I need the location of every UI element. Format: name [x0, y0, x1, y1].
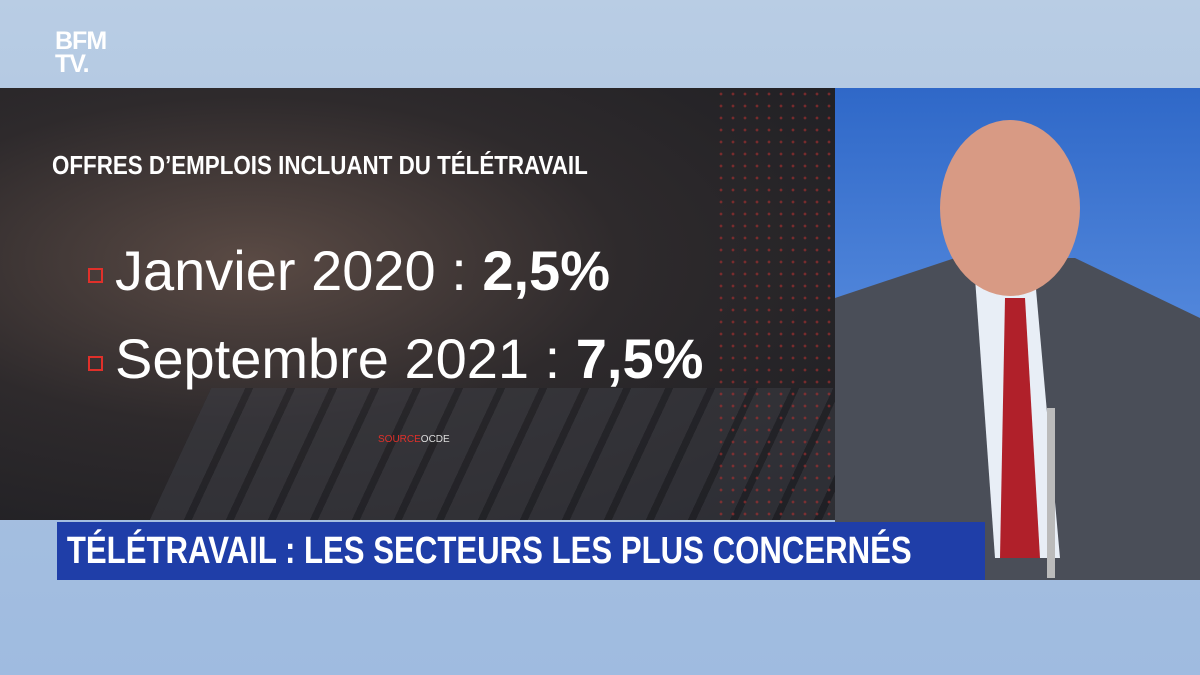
- logo: BFM TV.: [55, 27, 107, 78]
- stat-label: Janvier 2020 :: [115, 239, 467, 302]
- stat-label: Septembre 2021 :: [115, 327, 561, 390]
- head: [940, 120, 1080, 296]
- photo-panel: [0, 88, 835, 520]
- stat-item: Janvier 2020 : 2,5%: [88, 238, 610, 303]
- source-prefix: SOURCE: [378, 434, 421, 445]
- logo-line: TV.: [55, 50, 90, 78]
- banner-title: TÉLÉTRAVAIL : LES SECTEURS LES PLUS CONC…: [66, 530, 912, 572]
- tie: [1000, 298, 1040, 558]
- stat-value: 2,5%: [482, 239, 610, 302]
- panel-heading: OFFRES D’EMPLOIS INCLUANT DU TÉLÉTRAVAIL: [52, 150, 588, 180]
- source-name: OCDE: [420, 434, 450, 445]
- bullet: [88, 267, 103, 283]
- speaker: [835, 120, 1200, 580]
- banner: TÉLÉTRAVAIL : LES SECTEURS LES PLUS CONC…: [57, 522, 985, 580]
- bullet: [88, 355, 103, 371]
- microphone: [1047, 408, 1055, 578]
- dot-pattern: [715, 88, 835, 520]
- source: SOURCEOCDE: [378, 434, 450, 445]
- stat-value: 7,5%: [575, 327, 704, 390]
- logo-line: BFM: [55, 27, 107, 55]
- studio-video: [835, 88, 1200, 580]
- stat-item: Septembre 2021 : 7,5%: [88, 326, 703, 391]
